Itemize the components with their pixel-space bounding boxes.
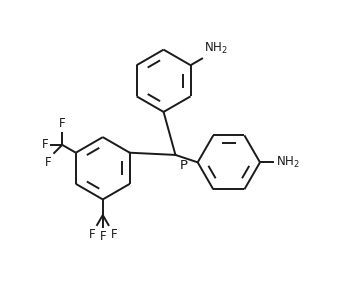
Text: F: F bbox=[89, 228, 95, 241]
Text: F: F bbox=[59, 117, 66, 130]
Text: F: F bbox=[110, 228, 117, 241]
Text: F: F bbox=[100, 230, 106, 243]
Text: P: P bbox=[179, 159, 187, 172]
Text: F: F bbox=[45, 156, 52, 169]
Text: NH$_2$: NH$_2$ bbox=[276, 155, 300, 170]
Text: F: F bbox=[41, 138, 48, 151]
Text: NH$_2$: NH$_2$ bbox=[205, 41, 228, 56]
